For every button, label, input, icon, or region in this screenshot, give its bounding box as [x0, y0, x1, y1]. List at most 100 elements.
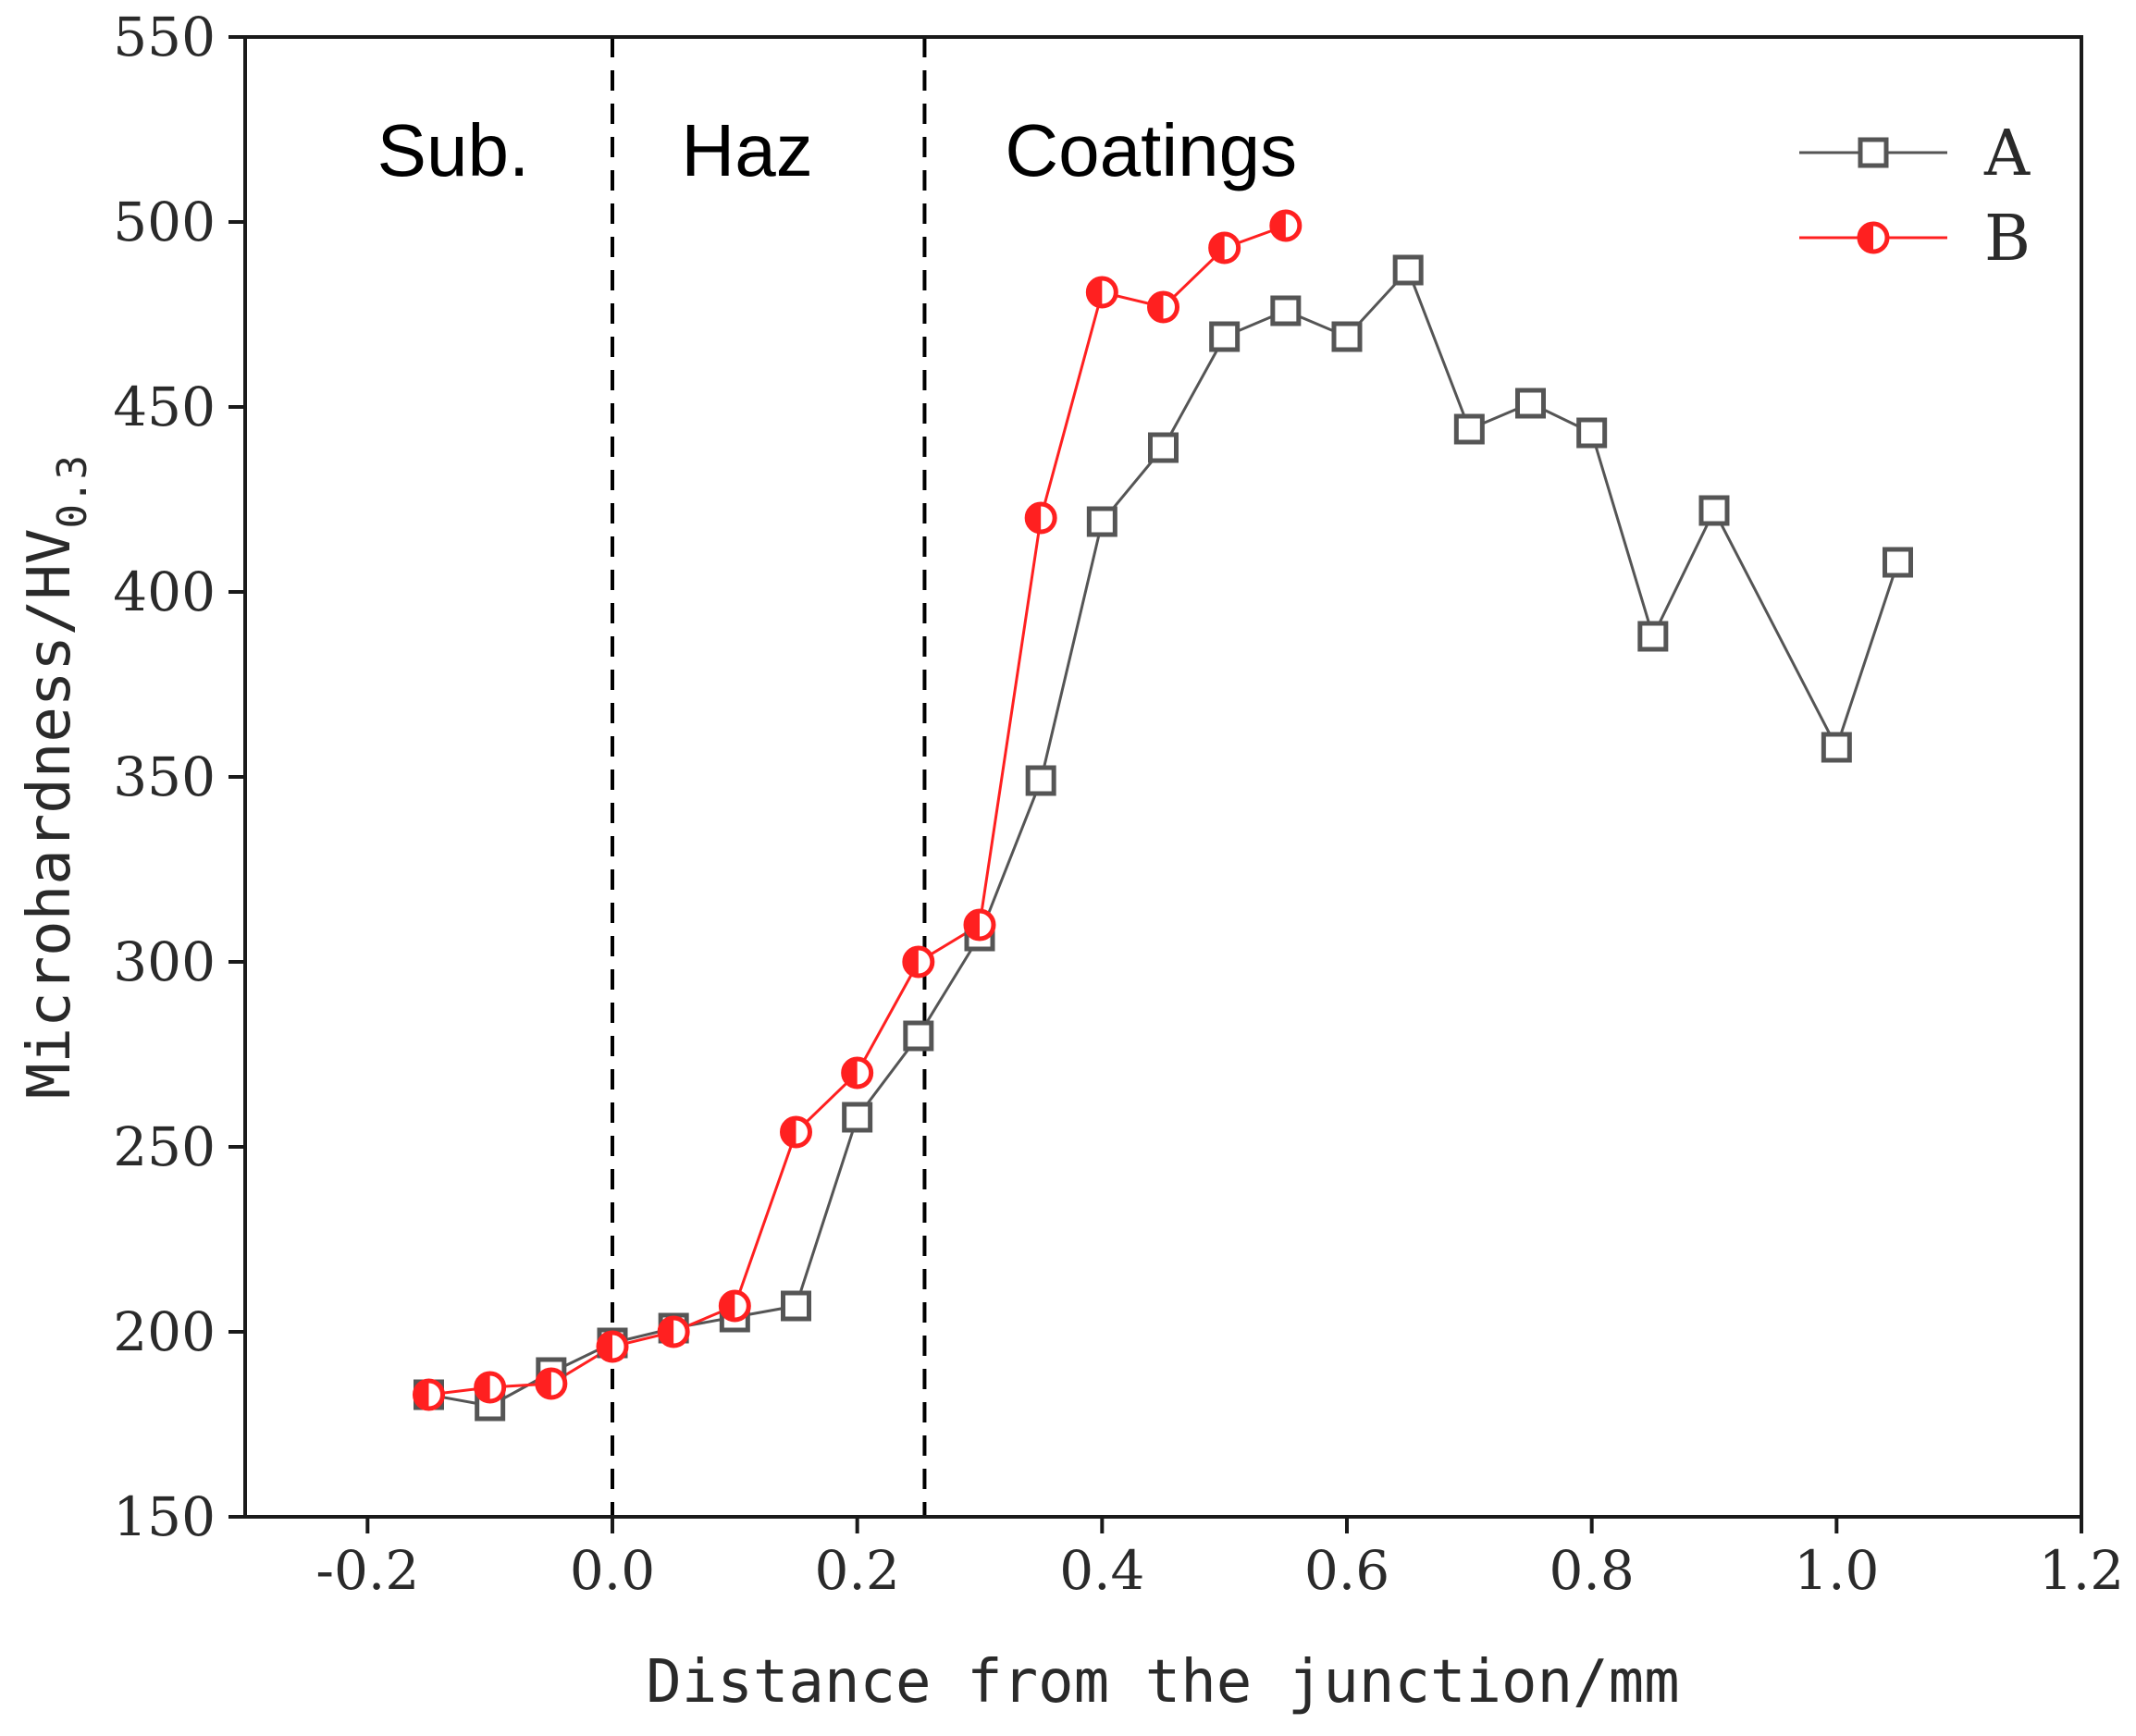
region-label: Coatings — [1005, 109, 1297, 191]
x-tick-label: 1.0 — [1794, 1539, 1879, 1602]
y-tick-label: 300 — [113, 930, 216, 993]
data-point-B — [1085, 276, 1118, 309]
y-tick-label: 250 — [113, 1115, 216, 1178]
marker-fill-half — [904, 948, 919, 976]
data-point-B — [780, 1115, 812, 1149]
x-tick-label: 0.0 — [570, 1539, 655, 1602]
marker-fill-half — [721, 1292, 735, 1320]
y-tick-label: 450 — [113, 376, 216, 438]
y-tick-label: 550 — [113, 6, 216, 68]
marker-fill-half — [475, 1373, 490, 1401]
data-point-A — [842, 1102, 873, 1133]
marker-fill-half — [782, 1118, 796, 1146]
data-point-B — [1024, 501, 1057, 535]
legend-label-A: A — [1983, 117, 2031, 191]
y-tick-label: 150 — [113, 1485, 216, 1548]
data-point-B — [657, 1315, 690, 1348]
data-point-B — [1147, 290, 1179, 324]
data-point-B — [474, 1371, 507, 1404]
marker-outline — [903, 1020, 934, 1052]
marker-fill-half — [1027, 504, 1042, 532]
marker-outline — [1883, 547, 1913, 578]
marker-outline — [1453, 413, 1485, 445]
data-point-A — [1576, 417, 1608, 449]
marker-outline — [1331, 321, 1363, 352]
region-label: Sub. — [377, 109, 530, 191]
marker-outline — [1148, 432, 1179, 463]
region-labels: Sub. Haz Coatings — [377, 109, 1297, 191]
marker-outline — [1637, 621, 1669, 652]
marker-fill-half — [966, 911, 980, 939]
y-tick-label: 500 — [113, 191, 216, 253]
data-point-B — [1208, 231, 1241, 265]
marker-outline — [1858, 137, 1889, 168]
marker-outline — [1209, 321, 1241, 352]
marker-fill-half — [1271, 212, 1286, 240]
data-point-A — [1883, 547, 1913, 578]
legend: AB — [1799, 117, 2031, 276]
marker-outline — [781, 1290, 811, 1322]
marker-outline — [1392, 254, 1424, 286]
marker-fill-half — [1210, 234, 1225, 262]
x-tick-label: 0.6 — [1304, 1539, 1389, 1602]
marker-fill-half — [414, 1381, 429, 1409]
marker-outline — [1270, 295, 1302, 326]
marker-fill-half — [660, 1318, 674, 1346]
x-axis-title: Distance from the junction/mm — [646, 1648, 1679, 1717]
data-point-B — [1269, 209, 1303, 242]
marker-outline — [1025, 765, 1056, 796]
x-tick-label: 0.8 — [1550, 1539, 1635, 1602]
marker-outline — [1515, 388, 1546, 419]
y-axis-title-main: Microhardness/HV — [16, 528, 84, 1099]
x-tick-label: -0.2 — [315, 1539, 419, 1602]
region-boundaries — [611, 37, 927, 1517]
x-tick-label: 0.4 — [1059, 1539, 1144, 1602]
plot-area — [245, 37, 2081, 1517]
series-markers — [413, 209, 1913, 1422]
legend-marker-A — [1858, 137, 1889, 168]
data-point-A — [1453, 413, 1485, 445]
y-axis-title: Microhardness/HV0.3 — [16, 455, 96, 1099]
marker-fill-half — [1859, 224, 1873, 252]
marker-outline — [1698, 495, 1730, 526]
data-point-B — [902, 945, 935, 979]
data-point-B — [718, 1289, 751, 1323]
marker-outline — [1821, 732, 1852, 763]
data-point-A — [1821, 732, 1852, 763]
data-point-B — [841, 1056, 874, 1090]
data-point-B — [413, 1378, 445, 1411]
data-point-B — [535, 1367, 568, 1400]
y-tick-label: 400 — [113, 560, 216, 623]
axis-ticks: -0.2 0.0 0.2 0.4 0.6 0.8 1.0 1.2 150 200 250 300 350… — [113, 6, 2124, 1602]
data-point-A — [781, 1290, 811, 1322]
x-tick-label: 1.2 — [2039, 1539, 2124, 1602]
legend-marker-B — [1857, 221, 1890, 254]
data-point-A — [1392, 254, 1424, 286]
y-tick-label: 200 — [113, 1300, 216, 1363]
data-point-A — [1025, 765, 1056, 796]
marker-fill-half — [537, 1370, 551, 1397]
data-point-A — [1515, 388, 1546, 419]
x-tick-label: 0.2 — [815, 1539, 900, 1602]
data-point-A — [1209, 321, 1241, 352]
data-point-A — [1270, 295, 1302, 326]
data-point-B — [596, 1330, 629, 1363]
marker-fill-half — [1149, 293, 1164, 321]
marker-outline — [1086, 506, 1117, 537]
data-point-A — [1637, 621, 1669, 652]
marker-fill-half — [843, 1059, 858, 1087]
data-point-A — [1086, 506, 1117, 537]
marker-fill-half — [599, 1333, 612, 1360]
marker-fill-half — [1088, 278, 1103, 306]
marker-outline — [842, 1102, 873, 1133]
marker-outline — [1576, 417, 1608, 449]
y-tick-label: 350 — [113, 745, 216, 808]
data-point-A — [903, 1020, 934, 1052]
data-point-B — [963, 908, 996, 942]
y-axis-title-subscript: 0.3 — [49, 455, 96, 528]
data-point-A — [1148, 432, 1179, 463]
data-point-A — [1331, 321, 1363, 352]
region-label: Haz — [681, 109, 812, 191]
legend-label-B: B — [1984, 203, 2031, 276]
